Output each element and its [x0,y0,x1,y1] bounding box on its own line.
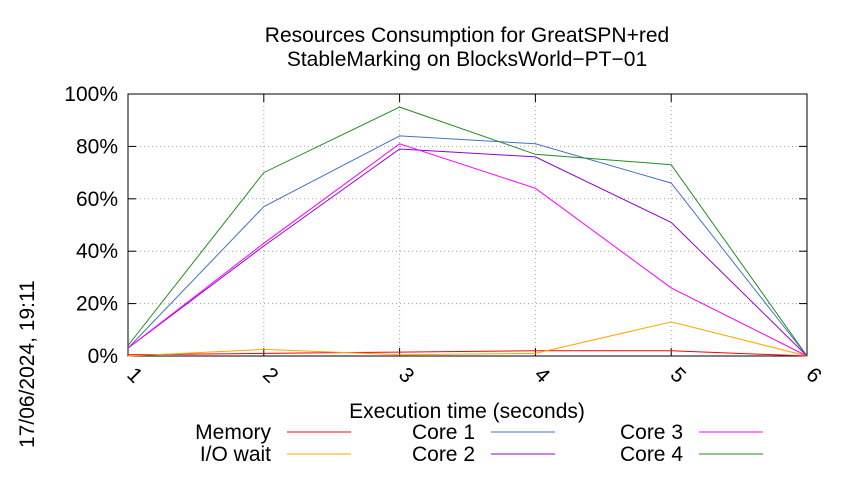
axes: 0% 20% 40% 60% 80% 100% 1 2 3 4 5 6 [64,83,826,388]
x-axis-label: Execution time (seconds) [349,400,585,423]
legend-label-memory: Memory [195,421,271,444]
series-line-core-2 [127,148,808,357]
timestamp-label: 17/06/2024, 19:11 [16,280,39,448]
y-tick-label: 60% [76,188,118,211]
series-line-core-4 [127,106,808,357]
legend-label-core-1: Core 1 [412,421,475,444]
grid [127,93,808,357]
y-tick-label: 40% [76,240,118,263]
chart-subtitle: StableMarking on BlocksWorld−PT−01 [287,48,647,71]
chart-title: Resources Consumption for GreatSPN+red [265,24,669,47]
x-tick-label: 2 [258,363,283,388]
series-line-core-1 [127,135,808,357]
x-tick-label: 6 [801,363,826,388]
series-line-memory [127,350,808,357]
series-lines [127,106,808,357]
legend-label-i-o-wait: I/O wait [200,443,271,466]
x-tick-label: 3 [394,363,419,388]
y-tick-label: 0% [88,345,118,368]
plot-border [127,93,808,357]
series-line-i-o-wait [127,321,808,357]
y-tick-label: 100% [64,83,118,106]
y-tick-label: 20% [76,293,118,316]
series-line-core-3 [127,143,808,357]
x-tick-label: 1 [122,363,147,388]
x-tick-label: 4 [530,363,555,388]
legend-label-core-2: Core 2 [412,443,475,466]
legend-label-core-4: Core 4 [620,443,683,466]
x-tick-label: 5 [666,363,691,388]
y-tick-label: 80% [76,135,118,158]
legend-label-core-3: Core 3 [620,421,683,444]
